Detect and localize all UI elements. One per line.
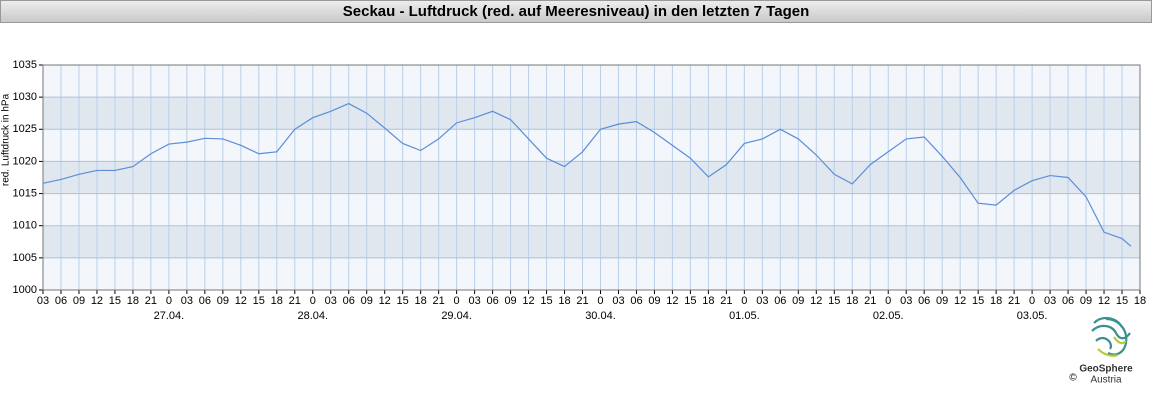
x-tick-label: 15 — [972, 295, 984, 307]
x-tick-label: 21 — [720, 295, 732, 307]
x-tick-label: 12 — [666, 295, 678, 307]
x-tick-label: 03 — [612, 295, 624, 307]
x-tick-label: 21 — [864, 295, 876, 307]
band — [43, 257, 1140, 290]
y-tick-label: 1035 — [13, 59, 37, 71]
x-tick-label: 0 — [741, 295, 747, 307]
x-tick-label: 09 — [1080, 295, 1092, 307]
x-tick-label: 03 — [325, 295, 337, 307]
x-date-label: 27.04. — [154, 310, 185, 322]
x-tick-label: 15 — [397, 295, 409, 307]
x-date-label: 30.04. — [585, 310, 616, 322]
y-tick-label: 1020 — [13, 155, 37, 167]
x-tick-label: 12 — [954, 295, 966, 307]
x-tick-label: 06 — [1062, 295, 1074, 307]
x-tick-label: 18 — [415, 295, 427, 307]
y-tick-label: 1005 — [13, 252, 37, 264]
x-tick-label: 03 — [1044, 295, 1056, 307]
x-tick-label: 03 — [468, 295, 480, 307]
x-date-label: 02.05. — [873, 310, 904, 322]
x-tick-label: 15 — [1116, 295, 1128, 307]
x-tick-label: 21 — [145, 295, 157, 307]
copyright: © — [1069, 373, 1077, 384]
x-date-label: 28.04. — [297, 310, 328, 322]
band — [43, 193, 1140, 226]
x-tick-label: 21 — [433, 295, 445, 307]
x-tick-label: 06 — [918, 295, 930, 307]
x-tick-label: 0 — [310, 295, 316, 307]
x-tick-label: 12 — [235, 295, 247, 307]
chart-title: Seckau - Luftdruck (red. auf Meeresnivea… — [343, 3, 810, 20]
x-tick-label: 03 — [756, 295, 768, 307]
band — [43, 65, 1140, 98]
x-tick-label: 09 — [361, 295, 373, 307]
logo-country: Austria — [1090, 375, 1122, 386]
x-tick-label: 06 — [343, 295, 355, 307]
x-tick-label: 18 — [846, 295, 858, 307]
x-date-label: 29.04. — [441, 310, 472, 322]
x-tick-label: 09 — [504, 295, 516, 307]
x-tick-label: 15 — [828, 295, 840, 307]
band — [43, 225, 1140, 258]
x-tick-label: 0 — [166, 295, 172, 307]
x-tick-label: 12 — [1098, 295, 1110, 307]
y-tick-label: 1030 — [13, 91, 37, 103]
x-tick-label: 0 — [1029, 295, 1035, 307]
x-tick-label: 18 — [990, 295, 1002, 307]
x-tick-label: 09 — [936, 295, 948, 307]
x-tick-label: 09 — [792, 295, 804, 307]
x-tick-label: 06 — [199, 295, 211, 307]
plot-border — [42, 64, 1141, 291]
x-tick-label: 15 — [540, 295, 552, 307]
y-tick-label: 1015 — [13, 187, 37, 199]
y-tick-label: 1010 — [13, 220, 37, 232]
x-tick-label: 09 — [73, 295, 85, 307]
x-tick-label: 09 — [217, 295, 229, 307]
band — [43, 161, 1140, 194]
x-tick-label: 03 — [900, 295, 912, 307]
x-tick-label: 06 — [774, 295, 786, 307]
x-tick-label: 03 — [181, 295, 193, 307]
logo-name: GeoSphere — [1079, 364, 1133, 375]
x-tick-label: 15 — [109, 295, 121, 307]
x-date-label: 01.05. — [729, 310, 760, 322]
x-tick-label: 12 — [379, 295, 391, 307]
x-tick-label: 12 — [810, 295, 822, 307]
y-tick-label: 1025 — [13, 123, 37, 135]
x-tick-label: 06 — [486, 295, 498, 307]
band — [43, 97, 1140, 130]
x-tick-label: 03 — [37, 295, 49, 307]
x-tick-label: 18 — [558, 295, 570, 307]
data-line — [42, 102, 1132, 247]
x-tick-label: 15 — [253, 295, 265, 307]
x-tick-label: 0 — [885, 295, 891, 307]
x-tick-label: 15 — [684, 295, 696, 307]
x-tick-label: 06 — [55, 295, 67, 307]
x-tick-label: 21 — [576, 295, 588, 307]
x-tick-label: 21 — [289, 295, 301, 307]
x-tick-label: 18 — [127, 295, 139, 307]
x-tick-label: 18 — [702, 295, 714, 307]
y-tick-label: 1000 — [13, 284, 37, 296]
x-tick-label: 12 — [91, 295, 103, 307]
x-tick-label: 09 — [648, 295, 660, 307]
x-tick-label: 0 — [454, 295, 460, 307]
logo — [1091, 317, 1131, 357]
x-tick-label: 06 — [630, 295, 642, 307]
band — [43, 129, 1140, 162]
x-tick-label: 18 — [1134, 295, 1146, 307]
plot-area: 03 06 09 12 15 18 21 0 03 06 09 12 15 18 21 0 03 06 09 12 15… — [13, 59, 1147, 322]
x-tick-label: 21 — [1008, 295, 1020, 307]
logo-mark — [1097, 336, 1127, 357]
y-axis-label: red. Luftdruck in hPa — [1, 93, 12, 186]
x-tick-label: 12 — [522, 295, 534, 307]
x-date-label: 03.05. — [1017, 310, 1048, 322]
x-tick-label: 18 — [271, 295, 283, 307]
logo-mark — [1091, 317, 1131, 356]
x-tick-label: 0 — [597, 295, 603, 307]
